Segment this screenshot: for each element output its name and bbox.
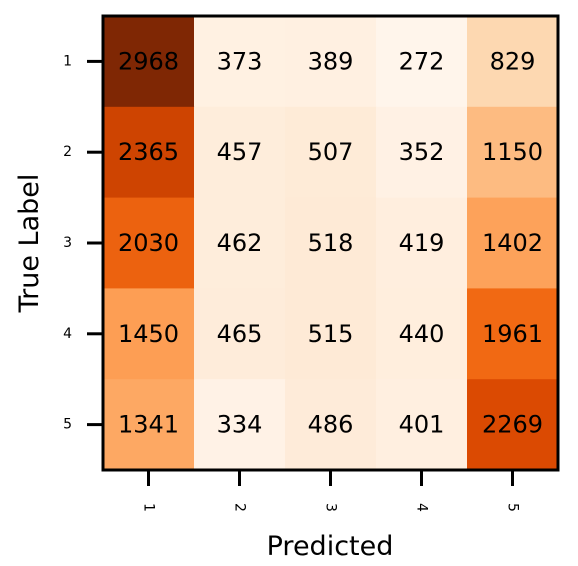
cell-value-label-r2-c3: 507 <box>308 138 354 166</box>
cell-value-label-r2-c5: 1150 <box>482 138 543 166</box>
cell-value-label-r5-c3: 486 <box>308 411 354 439</box>
x-tick-label-2: 2 <box>232 503 248 512</box>
x-tick-label-4: 4 <box>414 503 430 512</box>
x-tick-label-3: 3 <box>323 503 339 512</box>
cell-value-label-r5-c2: 334 <box>217 411 263 439</box>
cell-value-label-r1-c5: 829 <box>490 47 536 75</box>
cell-value-label-r1-c4: 272 <box>399 47 445 75</box>
y-tick-label-1: 1 <box>63 53 72 69</box>
cell-value-label-r4-c1: 1450 <box>118 320 179 348</box>
cell-value-label-r1-c1: 2968 <box>118 47 179 75</box>
cell-value-label-r5-c4: 401 <box>399 411 445 439</box>
cell-value-label-r4-c5: 1961 <box>482 320 543 348</box>
y-tick-label-5: 5 <box>63 417 72 433</box>
y-tick-label-2: 2 <box>63 144 72 160</box>
x-axis-title: Predicted <box>267 531 394 562</box>
cell-value-label-r3-c4: 419 <box>399 229 445 257</box>
cell-value-label-r2-c1: 2365 <box>118 138 179 166</box>
cell-value-label-r4-c4: 440 <box>399 320 445 348</box>
cell-value-label-r3-c3: 518 <box>308 229 354 257</box>
cell-value-label-r2-c4: 352 <box>399 138 445 166</box>
cell-value-label-r5-c1: 1341 <box>118 411 179 439</box>
y-axis-ticks: 1 2 3 4 5 <box>63 53 103 432</box>
cell-value-label-r3-c2: 462 <box>217 229 263 257</box>
cell-value-label-r1-c2: 373 <box>217 47 263 75</box>
y-axis-title: True Label <box>14 174 45 314</box>
cell-value-label-r4-c3: 515 <box>308 320 354 348</box>
cell-value-label-r2-c2: 457 <box>217 138 263 166</box>
x-axis-ticks: 1 2 3 4 5 <box>141 470 521 512</box>
cell-value-label-r4-c2: 465 <box>217 320 263 348</box>
y-tick-label-3: 3 <box>63 235 72 251</box>
cell-value-label-r3-c1: 2030 <box>118 229 179 257</box>
cell-value-label-r5-c5: 2269 <box>482 411 543 439</box>
x-tick-label-5: 5 <box>505 503 521 512</box>
x-tick-label-1: 1 <box>141 503 157 512</box>
cell-value-label-r3-c5: 1402 <box>482 229 543 257</box>
y-tick-label-4: 4 <box>63 326 72 342</box>
cell-value-label-r1-c3: 389 <box>308 47 354 75</box>
